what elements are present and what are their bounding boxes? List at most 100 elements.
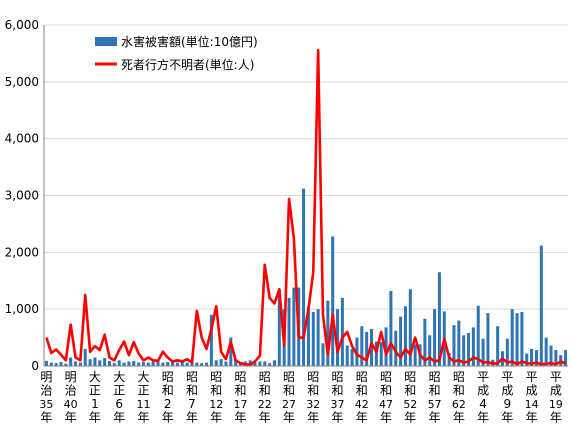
x-tick-label: 昭和 17 年: [234, 370, 248, 425]
bar: [180, 362, 184, 366]
bar: [83, 348, 87, 366]
x-tick-label: 明治 35 年: [39, 370, 53, 425]
bar: [544, 337, 548, 366]
bar: [88, 359, 92, 366]
line-series-casualties: [45, 48, 567, 367]
bar: [433, 309, 437, 366]
y-tick-label: 2,000: [5, 245, 39, 259]
bar: [287, 297, 291, 366]
bar: [394, 330, 398, 366]
bar: [360, 326, 364, 366]
bar: [457, 320, 461, 366]
legend-label-casualties: 死者行方不明者(単位:人): [121, 57, 254, 72]
bar: [98, 360, 102, 366]
x-axis-ticks: 明治 35 年明治 40 年大正 1 年大正 6 年大正 11 年昭和 2 年昭和 7 年昭和 12 年昭和 17…: [39, 370, 562, 425]
bar: [389, 290, 393, 366]
bar: [112, 363, 116, 366]
x-tick-label: 平成 19 年: [549, 370, 563, 425]
bar: [326, 300, 330, 366]
bar: [209, 314, 213, 366]
bar: [520, 312, 524, 366]
bar: [471, 327, 475, 366]
legend: 水害被害額(単位:10億円) 死者行方不明者(単位:人): [95, 34, 258, 72]
bar: [234, 360, 238, 366]
bar: [462, 335, 466, 366]
bar: [151, 361, 155, 366]
x-tick-label: 明治 40 年: [64, 370, 78, 425]
bar: [127, 361, 131, 366]
x-tick-label: 昭和 2 年: [162, 370, 174, 425]
x-tick-label: 昭和 27 年: [282, 370, 296, 425]
bar: [248, 360, 252, 366]
bar: [49, 362, 53, 366]
legend-label-damage: 水害被害額(単位:10億円): [121, 34, 258, 49]
bar: [122, 362, 126, 366]
bar: [403, 306, 407, 366]
x-tick-label: 昭和 12 年: [209, 370, 223, 425]
bar: [564, 350, 568, 366]
bar: [539, 245, 543, 366]
bar: [253, 362, 257, 366]
x-tick-label: 昭和 47 年: [379, 370, 393, 425]
bar: [214, 360, 218, 366]
bar: [447, 352, 451, 366]
bar: [452, 325, 456, 366]
bar: [268, 363, 272, 366]
bar: [292, 287, 296, 366]
bar: [93, 357, 97, 366]
bar: [413, 344, 417, 366]
bar: [200, 363, 204, 366]
bar: [74, 361, 78, 366]
bar: [321, 343, 325, 366]
bar: [515, 313, 519, 366]
bar: [272, 360, 276, 366]
line-path: [45, 48, 567, 367]
y-axis-ticks: 0 1,000 2,000 3,000 4,000 5,000 6,000: [5, 18, 39, 373]
bar: [345, 345, 349, 366]
bar: [408, 289, 412, 366]
gridlines: [44, 24, 568, 310]
bar: [171, 361, 175, 366]
bar: [103, 358, 107, 366]
bar: [185, 362, 189, 366]
bar: [336, 309, 340, 366]
x-tick-label: 平成 4 年: [477, 370, 489, 425]
bar: [534, 350, 538, 366]
bar-series-damage: [44, 188, 568, 366]
bar: [374, 341, 378, 366]
bar: [117, 360, 121, 366]
bar: [399, 316, 403, 366]
bar: [54, 363, 58, 366]
axes: [43, 25, 568, 367]
bar: [316, 309, 320, 366]
bar: [496, 326, 500, 366]
x-tick-label: 昭和 7 年: [186, 370, 198, 425]
bar: [156, 360, 160, 366]
x-tick-label: 大正 1 年: [89, 370, 101, 425]
x-tick-label: 大正 6 年: [113, 370, 125, 425]
bar: [530, 348, 534, 366]
bar: [423, 318, 427, 366]
x-tick-label: 昭和 32 年: [306, 370, 320, 425]
bar: [355, 337, 359, 366]
bar: [510, 309, 514, 366]
x-tick-label: 昭和 57 年: [428, 370, 442, 425]
bar: [166, 362, 170, 366]
bar: [132, 360, 136, 366]
bar: [224, 361, 228, 366]
y-tick-label: 3,000: [5, 189, 39, 203]
x-tick-label: 平成 14 年: [525, 370, 539, 425]
bar: [350, 348, 354, 366]
x-tick-label: 昭和 62 年: [452, 370, 466, 425]
bar: [69, 357, 73, 366]
bar: [64, 363, 68, 366]
y-tick-label: 0: [31, 359, 39, 373]
bar: [229, 337, 233, 366]
bar: [263, 361, 267, 366]
bar: [302, 188, 306, 366]
bar: [146, 362, 150, 366]
bar: [428, 335, 432, 366]
bar: [205, 362, 209, 366]
bar: [59, 362, 63, 366]
